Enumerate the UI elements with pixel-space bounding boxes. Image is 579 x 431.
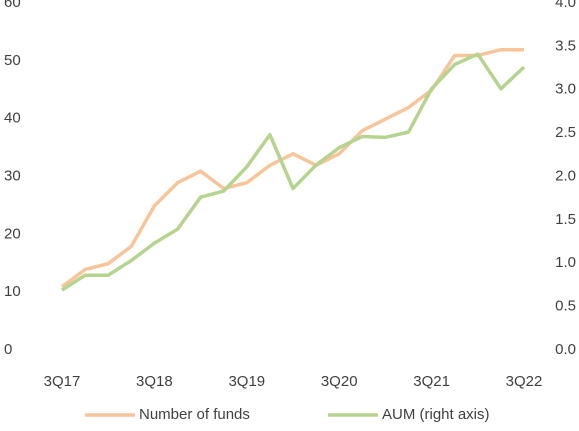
x-tick-label: 3Q20 — [321, 373, 358, 390]
x-tick-label: 3Q19 — [228, 373, 265, 390]
x-tick-label: 3Q22 — [506, 373, 543, 390]
y2-tick-label: 4.0 — [555, 0, 576, 11]
y2-tick-label: 2.0 — [555, 167, 576, 184]
series-line — [61, 52, 526, 292]
y2-tick-label: 3.5 — [555, 37, 576, 54]
series-line — [60, 47, 524, 289]
y-tick-label: 40 — [4, 110, 21, 127]
y-tick-label: 60 — [4, 0, 21, 11]
y2-tick-label: 2.5 — [555, 124, 576, 141]
x-tick-label: 3Q21 — [413, 373, 450, 390]
y2-tick-label: 0.0 — [555, 341, 576, 358]
y-tick-label: 50 — [4, 52, 21, 69]
legend-label: AUM (right axis) — [382, 406, 490, 423]
x-tick-label: 3Q17 — [44, 373, 81, 390]
legend-label: Number of funds — [139, 406, 250, 423]
x-tick-label: 3Q18 — [136, 373, 173, 390]
y-tick-label: 20 — [4, 225, 21, 242]
y2-tick-label: 1.5 — [555, 211, 576, 228]
y-tick-label: 0 — [4, 341, 12, 358]
y2-tick-label: 0.5 — [555, 298, 576, 315]
y-tick-label: 30 — [4, 167, 21, 184]
y-tick-label: 10 — [4, 283, 21, 300]
y2-tick-label: 3.0 — [555, 81, 576, 98]
y2-tick-label: 1.0 — [555, 254, 576, 271]
